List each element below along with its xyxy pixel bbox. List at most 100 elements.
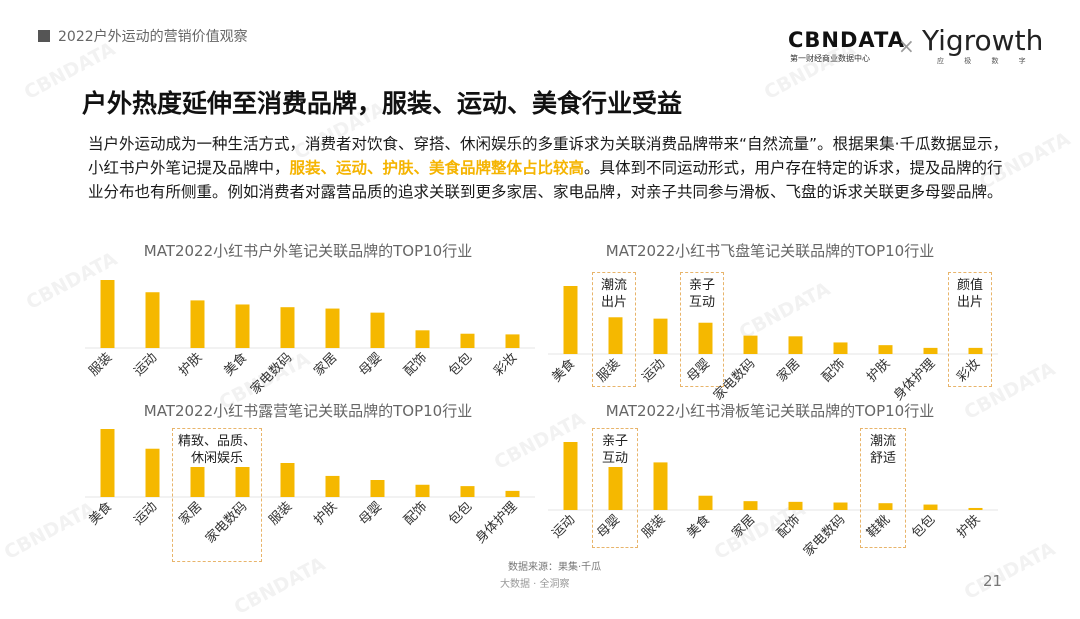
annotation-frisbee-looks: 颜值出片: [952, 277, 988, 311]
category-label: 身体护理: [890, 356, 938, 404]
category-label: 运动: [131, 350, 160, 379]
bar: [145, 292, 160, 348]
report-title: 2022户外运动的营销价值观察: [58, 29, 248, 45]
bar: [505, 490, 520, 497]
cbndata-logo-subtitle: 第一财经商业数据中心: [790, 54, 870, 63]
bar: [325, 475, 340, 497]
category-label: 家电数码: [800, 512, 848, 560]
category-label: 护肤: [311, 499, 340, 528]
watermark: CBNDATA: [960, 537, 1059, 605]
annotation-box-skate-trend: [860, 428, 906, 548]
category-label: 家电数码: [247, 350, 295, 398]
yigrowth-logo: Yigrowth: [922, 24, 1044, 57]
bar: [743, 335, 758, 354]
page-number: 21: [983, 572, 1003, 590]
bar: [698, 322, 713, 354]
annotation-frisbee-parent-child: 亲子互动: [684, 277, 720, 311]
bar: [563, 286, 578, 354]
bar: [235, 304, 250, 348]
bar: [653, 462, 668, 510]
paragraph-highlight: 服装、运动、护肤、美食品牌整体占比较高: [289, 159, 585, 177]
category-label: 护肤: [954, 512, 983, 541]
category-label: 美食: [549, 356, 579, 386]
annotation-skate-trend: 潮流舒适: [865, 433, 901, 467]
bar: [460, 333, 475, 348]
bar: [100, 280, 115, 348]
bar: [743, 501, 758, 510]
bar: [833, 342, 848, 354]
annotation-box-skate-parent-child: [592, 428, 638, 548]
category-label: 服装: [639, 512, 668, 541]
bar: [145, 448, 160, 497]
bar: [415, 330, 430, 348]
category-label: 包包: [909, 512, 938, 541]
bar: [370, 480, 385, 497]
bar: [653, 318, 668, 354]
bar: [235, 463, 250, 497]
annotation-box-camping-quality: [172, 428, 262, 562]
category-label: 母婴: [356, 499, 385, 528]
annotation-box-frisbee-fashion: [592, 272, 636, 387]
annotation-box-frisbee-looks: [948, 272, 992, 387]
footer-tagline: 大数据 · 全洞察: [500, 579, 570, 590]
bar: [923, 504, 938, 510]
bar: [788, 336, 803, 354]
header-marker: [38, 30, 50, 42]
bar: [878, 503, 893, 510]
category-label: 配饰: [774, 512, 803, 541]
category-label: 美食: [86, 499, 116, 529]
cbndata-logo: CBNDATA: [788, 28, 905, 52]
bar: [325, 308, 340, 348]
category-label: 家居: [774, 356, 804, 386]
chart-title-frisbee: MAT2022小红书飞盘笔记关联品牌的TOP10行业: [605, 242, 935, 260]
intro-paragraph: 当户外运动成为一种生活方式，消费者对饮食、穿搭、休闲娱乐的多重诉求为关联消费品牌…: [88, 132, 1008, 204]
data-source: 数据来源：果集·千瓜: [508, 562, 602, 573]
category-label: 配饰: [401, 350, 430, 379]
bar: [100, 429, 115, 497]
category-label: 配饰: [401, 499, 430, 528]
bar: [608, 317, 623, 354]
category-label: 运动: [549, 512, 578, 541]
watermark: CBNDATA: [230, 552, 329, 619]
category-label: 包包: [446, 499, 475, 528]
bar: [878, 345, 893, 354]
annotation-camping-quality: 精致、品质、休闲娱乐: [176, 433, 258, 467]
yigrowth-logo-subtitle: 应 极 数 字: [937, 57, 1035, 65]
bar: [190, 300, 205, 348]
category-label: 母婴: [356, 350, 385, 379]
chart-title-outdoor: MAT2022小红书户外笔记关联品牌的TOP10行业: [143, 242, 473, 260]
bar: [833, 502, 848, 510]
bar: [788, 501, 803, 510]
logo-separator: ×: [898, 34, 915, 58]
paragraph-text: 当户外运动成为一种生活方式，消费者对饮食、穿搭、休闲娱乐的多重诉求为关联消费品牌…: [88, 135, 1008, 177]
bar: [968, 507, 983, 510]
bar: [698, 495, 713, 510]
category-label: 运动: [131, 499, 160, 528]
bar: [415, 484, 430, 497]
category-label: 美食: [684, 512, 714, 542]
category-label: 护肤: [864, 356, 893, 385]
bar: [563, 442, 578, 510]
category-label: 包包: [446, 350, 475, 379]
category-label: 服装: [266, 499, 295, 528]
chart-title-camping: MAT2022小红书露营笔记关联品牌的TOP10行业: [143, 402, 473, 420]
bar: [280, 463, 295, 497]
chart-title-skateboard: MAT2022小红书滑板笔记关联品牌的TOP10行业: [605, 402, 935, 420]
bar: [968, 347, 983, 354]
bar: [370, 312, 385, 348]
annotation-skate-parent-child: 亲子互动: [597, 433, 633, 467]
annotation-frisbee-fashion: 潮流出片: [596, 277, 632, 311]
category-label: 彩妆: [491, 350, 520, 379]
category-label: 美食: [221, 350, 251, 380]
bar: [280, 307, 295, 348]
category-label: 配饰: [819, 356, 848, 385]
category-label: 服装: [86, 350, 115, 379]
paragraph-text: 。具体到不同运动形式，用户存在特定的诉求，提及品牌的行业分布也有所侧重。例如消费…: [88, 159, 1003, 201]
category-label: 家居: [311, 350, 341, 380]
category-label: 运动: [639, 356, 668, 385]
bar: [505, 334, 520, 348]
category-label: 身体护理: [472, 499, 520, 547]
bar: [460, 486, 475, 497]
